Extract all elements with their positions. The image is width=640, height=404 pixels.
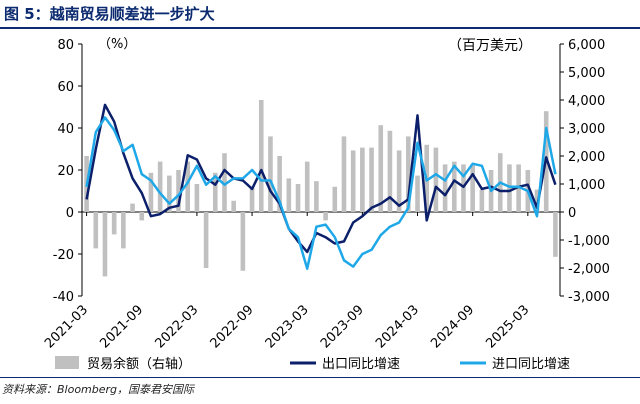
x-tick-label: 2022-09 [208, 302, 257, 351]
growth-lines [85, 103, 557, 270]
trade-balance-bar [194, 184, 200, 212]
chart-legend: 贸易余额（右轴） 出口同比增速 进口同比增速 [55, 356, 570, 372]
trade-balance-bar [111, 212, 117, 235]
export-growth-line [85, 103, 557, 254]
left-tick-label: 80 [57, 38, 74, 53]
x-tick-label: 2024-09 [428, 302, 477, 351]
source-divider [0, 377, 640, 378]
trade-balance-bar [350, 150, 356, 212]
trade-balance-bar [93, 212, 99, 249]
right-tick-label: 1,000 [568, 178, 605, 193]
trade-balance-bar [360, 147, 365, 212]
trade-balance-bar [378, 125, 384, 212]
trade-balance-bar [139, 212, 145, 221]
left-tick-label: 20 [57, 164, 74, 179]
right-tick-label: -1,000 [568, 234, 610, 249]
trade-balance-bar [286, 178, 292, 212]
trade-balance-bar [102, 212, 108, 277]
trade-balance-bar [507, 164, 512, 212]
left-axis-unit: （%） [98, 37, 136, 52]
trade-balance-bar [277, 156, 282, 212]
trade-balance-bar [415, 175, 420, 212]
chart-axes: -40 -20 0 20 40 60 80 -3,000 -2,000 -1,000 0 1,000 2… [42, 38, 610, 351]
trade-balance-bar [553, 212, 558, 257]
x-tick-label: 2023-03 [263, 302, 312, 351]
left-tick-label: 0 [66, 206, 74, 221]
x-tick-label: 2021-03 [42, 302, 91, 351]
trade-balance-bar [451, 161, 457, 212]
legend-import-growth-label: 进口同比增速 [492, 357, 570, 372]
trade-balance-bar [516, 164, 521, 212]
legend-trade-balance-label: 贸易余额（右轴） [87, 356, 191, 372]
trade-balance-bar [332, 186, 338, 212]
right-tick-label: -2,000 [568, 262, 610, 277]
x-tick-label: 2022-03 [152, 302, 201, 351]
trade-balance-bar [442, 164, 448, 212]
x-tick-label: 2021-09 [97, 302, 146, 351]
legend-trade-balance-swatch [55, 356, 79, 369]
trade-balance-bar [130, 203, 135, 212]
import-growth-line [85, 116, 557, 270]
right-tick-label: -3,000 [568, 290, 610, 305]
trade-balance-bar [369, 147, 374, 212]
trade-balance-bar [157, 161, 163, 212]
trade-balance-bar [167, 175, 172, 212]
trade-balance-bar [121, 212, 126, 249]
trade-balance-bar [470, 164, 475, 212]
left-tick-label: -40 [53, 290, 74, 305]
trade-balance-bar [176, 170, 181, 212]
trade-balance-bar [304, 161, 310, 212]
x-tick-label: 2024-03 [373, 302, 422, 351]
x-tick-label: 2025-03 [483, 302, 532, 351]
trade-chart: -40 -20 0 20 40 60 80 -3,000 -2,000 -1,000 0 1,000 2… [42, 37, 610, 372]
trade-balance-bar [314, 181, 319, 212]
title-underline [0, 27, 640, 29]
trade-balance-bar [212, 172, 218, 212]
legend-export-growth-label: 出口同比增速 [322, 357, 400, 372]
trade-balance-bar [249, 186, 255, 212]
trade-balance-bar [222, 153, 227, 212]
figure-title: 图 5：越南贸易顺差进一步扩大 [4, 5, 215, 23]
trade-balance-bar [148, 172, 154, 212]
source-note: 资料来源：Bloomberg，国泰君安国际 [2, 383, 195, 396]
trade-balance-bar [295, 184, 301, 212]
axis-labels: （%） （百万美元） [98, 37, 532, 54]
trade-balance-bar [203, 212, 209, 268]
trade-balance-bar [268, 136, 273, 212]
trade-balance-bar [396, 150, 402, 212]
left-tick-label: 60 [57, 80, 74, 95]
right-tick-label: 6,000 [568, 38, 605, 53]
right-axis-unit: （百万美元） [448, 38, 532, 54]
trade-balance-bar [240, 212, 246, 271]
right-tick-label: 3,000 [568, 122, 605, 137]
right-tick-label: 4,000 [568, 94, 605, 109]
trade-balance-bar [387, 130, 393, 212]
trade-balance-bar [185, 161, 191, 212]
trade-balance-bar [433, 147, 439, 212]
trade-balance-bar [479, 189, 485, 212]
figure-title-bar: 图 5：越南贸易顺差进一步扩大 [0, 0, 640, 29]
trade-balance-bar [341, 136, 347, 212]
trade-balance-bar [231, 200, 236, 212]
trade-balance-bar [461, 164, 466, 212]
right-tick-label: 0 [568, 206, 576, 221]
trade-balance-bar [323, 212, 328, 221]
right-tick-label: 2,000 [568, 150, 605, 165]
left-tick-label: 40 [57, 122, 74, 137]
right-tick-label: 5,000 [568, 66, 605, 81]
trade-balance-bar [258, 100, 264, 212]
left-tick-label: -20 [53, 248, 74, 263]
trade-balance-bar [406, 136, 411, 212]
x-tick-label: 2023-09 [318, 302, 367, 351]
